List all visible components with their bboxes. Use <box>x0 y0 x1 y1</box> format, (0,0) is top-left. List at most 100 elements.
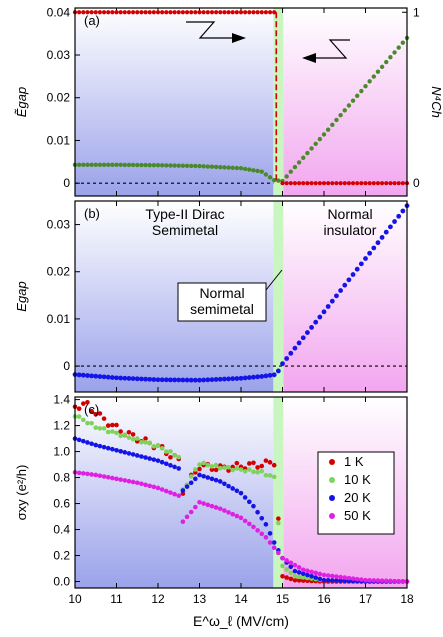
panel-a-nch-point <box>122 10 127 15</box>
panel-a-arrow-right-line <box>186 21 236 39</box>
panel-c-point-1k <box>296 578 302 583</box>
panel-c-point-50k <box>176 493 182 499</box>
panel-a-egap-tilde-point <box>238 166 244 171</box>
panel-c-point-50k <box>205 502 211 508</box>
panel-c-ytick-label: 0.6 <box>53 497 70 511</box>
panel-c-point-10k <box>93 425 99 430</box>
panel-c-point-10k <box>176 454 182 460</box>
panel-a-egap-tilde-point <box>81 162 86 168</box>
panel-c-point-50k <box>110 475 115 481</box>
panel-c-point-50k <box>89 472 94 477</box>
panel-b-egap-point <box>396 213 402 219</box>
panel-c-point-50k <box>159 487 165 492</box>
panel-c-point-20k <box>309 574 314 579</box>
panel-a-egap-tilde-point <box>384 59 389 65</box>
panel-a-egap-tilde-point <box>209 164 215 169</box>
panel-b-egap-point <box>267 372 273 378</box>
panel-c-point-50k <box>118 477 123 482</box>
legend-label: 10 K <box>344 472 371 487</box>
panel-c-point-10k <box>255 470 260 475</box>
panel-b-transition-strip <box>273 201 284 392</box>
panel-c-point-10k <box>89 420 94 426</box>
panel-c-point-50k <box>379 578 385 584</box>
panel-a-nch-point <box>367 181 372 186</box>
panel-b-ytick-label: 0.01 <box>47 312 71 326</box>
panel-a-egap-tilde-point <box>159 163 165 168</box>
panel-a-nch-point <box>267 10 273 15</box>
panel-c-point-1k <box>209 467 215 472</box>
panel-a-egap-tilde-point <box>301 155 306 160</box>
legend-marker <box>329 477 335 483</box>
panel-a-nch-point <box>317 181 322 186</box>
panel-a-nch-point <box>89 10 94 15</box>
panel-b-egap-point <box>342 282 348 288</box>
panel-c-point-50k <box>396 578 402 584</box>
panel-c-point-1k <box>81 401 86 406</box>
panel-a-egap-tilde-point <box>355 93 360 99</box>
panel-c-point-10k <box>188 474 194 479</box>
panel-a-nch-point <box>321 181 327 186</box>
panel-b-egap-point <box>93 373 99 379</box>
panel-a-nch-point <box>326 181 331 186</box>
panel-c-point-50k <box>209 503 215 509</box>
panel-a-egap-tilde-point <box>379 64 385 70</box>
xtick-label: 18 <box>400 592 414 606</box>
panel-a-egap-tilde-point <box>321 132 327 137</box>
panel-c-point-20k <box>213 477 219 483</box>
panel-b-ylabel: Egap <box>14 281 29 311</box>
panel-c-point-50k <box>383 578 389 584</box>
panel-a-egap-tilde-point <box>317 136 323 142</box>
panel-c-point-20k <box>259 515 265 521</box>
panel-a-transition-strip <box>273 8 284 196</box>
panel-c-tag: (c) <box>84 402 99 417</box>
panel-c-point-10k <box>114 430 119 436</box>
panel-c-point-50k <box>313 570 319 576</box>
panel-a-ytick-label: 0.02 <box>47 91 71 105</box>
panel-a-nch-point <box>375 181 381 186</box>
panel-a-egap-tilde-point <box>388 55 393 60</box>
panel-c-point-20k <box>188 480 194 486</box>
panel-c-point-1k <box>276 516 281 521</box>
panel-c-point-20k <box>147 456 152 461</box>
panel-c-point-10k <box>76 414 82 419</box>
panel-a-egap-tilde-point <box>284 174 289 179</box>
panel-b-egap-point <box>251 374 256 380</box>
panel-c-point-50k <box>276 550 281 556</box>
panel-a-egap-tilde-point <box>259 169 264 174</box>
panel-c-point-50k <box>267 540 273 545</box>
panel-c-point-20k <box>164 461 169 467</box>
panel-c-point-50k <box>284 558 289 563</box>
panel-c-point-20k <box>130 452 136 457</box>
panel-c-point-10k <box>85 420 90 426</box>
panel-a-egap-tilde-point <box>288 169 293 174</box>
panel-b-egap-point <box>321 309 327 315</box>
panel-b-egap-point <box>383 229 389 235</box>
panel-c-point-10k <box>130 436 136 442</box>
panel-c-point-10k <box>209 464 215 469</box>
panel-c-point-20k <box>101 444 107 450</box>
panel-b-egap-point <box>163 377 169 383</box>
panel-a-nch-point <box>77 10 82 15</box>
panel-a-nch-point <box>313 181 318 186</box>
panel-c-point-10k <box>217 465 223 471</box>
panel-b-egap-point <box>151 377 157 382</box>
panel-a-nch-point <box>238 10 244 15</box>
panel-a-nch-point <box>101 10 107 15</box>
panel-c-frame <box>74 396 408 589</box>
panel-c-point-20k <box>226 483 231 489</box>
panel-a-nch-point <box>359 181 364 186</box>
panel-a-egap-tilde-point <box>122 162 128 168</box>
panel-a-nch-point <box>263 10 268 15</box>
panel-a-egap-tilde-point <box>193 163 198 169</box>
panel-b-egap-point <box>280 361 285 367</box>
panel-c-point-1k <box>300 578 306 583</box>
panel-c-point-50k <box>114 476 119 482</box>
panel-c-point-20k <box>342 578 348 584</box>
panel-c-point-10k <box>247 467 252 472</box>
panel-a-egap-tilde-point <box>367 79 372 84</box>
panel-a-nch-point <box>280 181 285 186</box>
panel-c-point-10k <box>110 429 115 434</box>
panel-a-egap-tilde-point <box>213 164 219 170</box>
panel-c-point-50k <box>350 576 356 581</box>
panel-c-point-20k <box>93 442 99 448</box>
